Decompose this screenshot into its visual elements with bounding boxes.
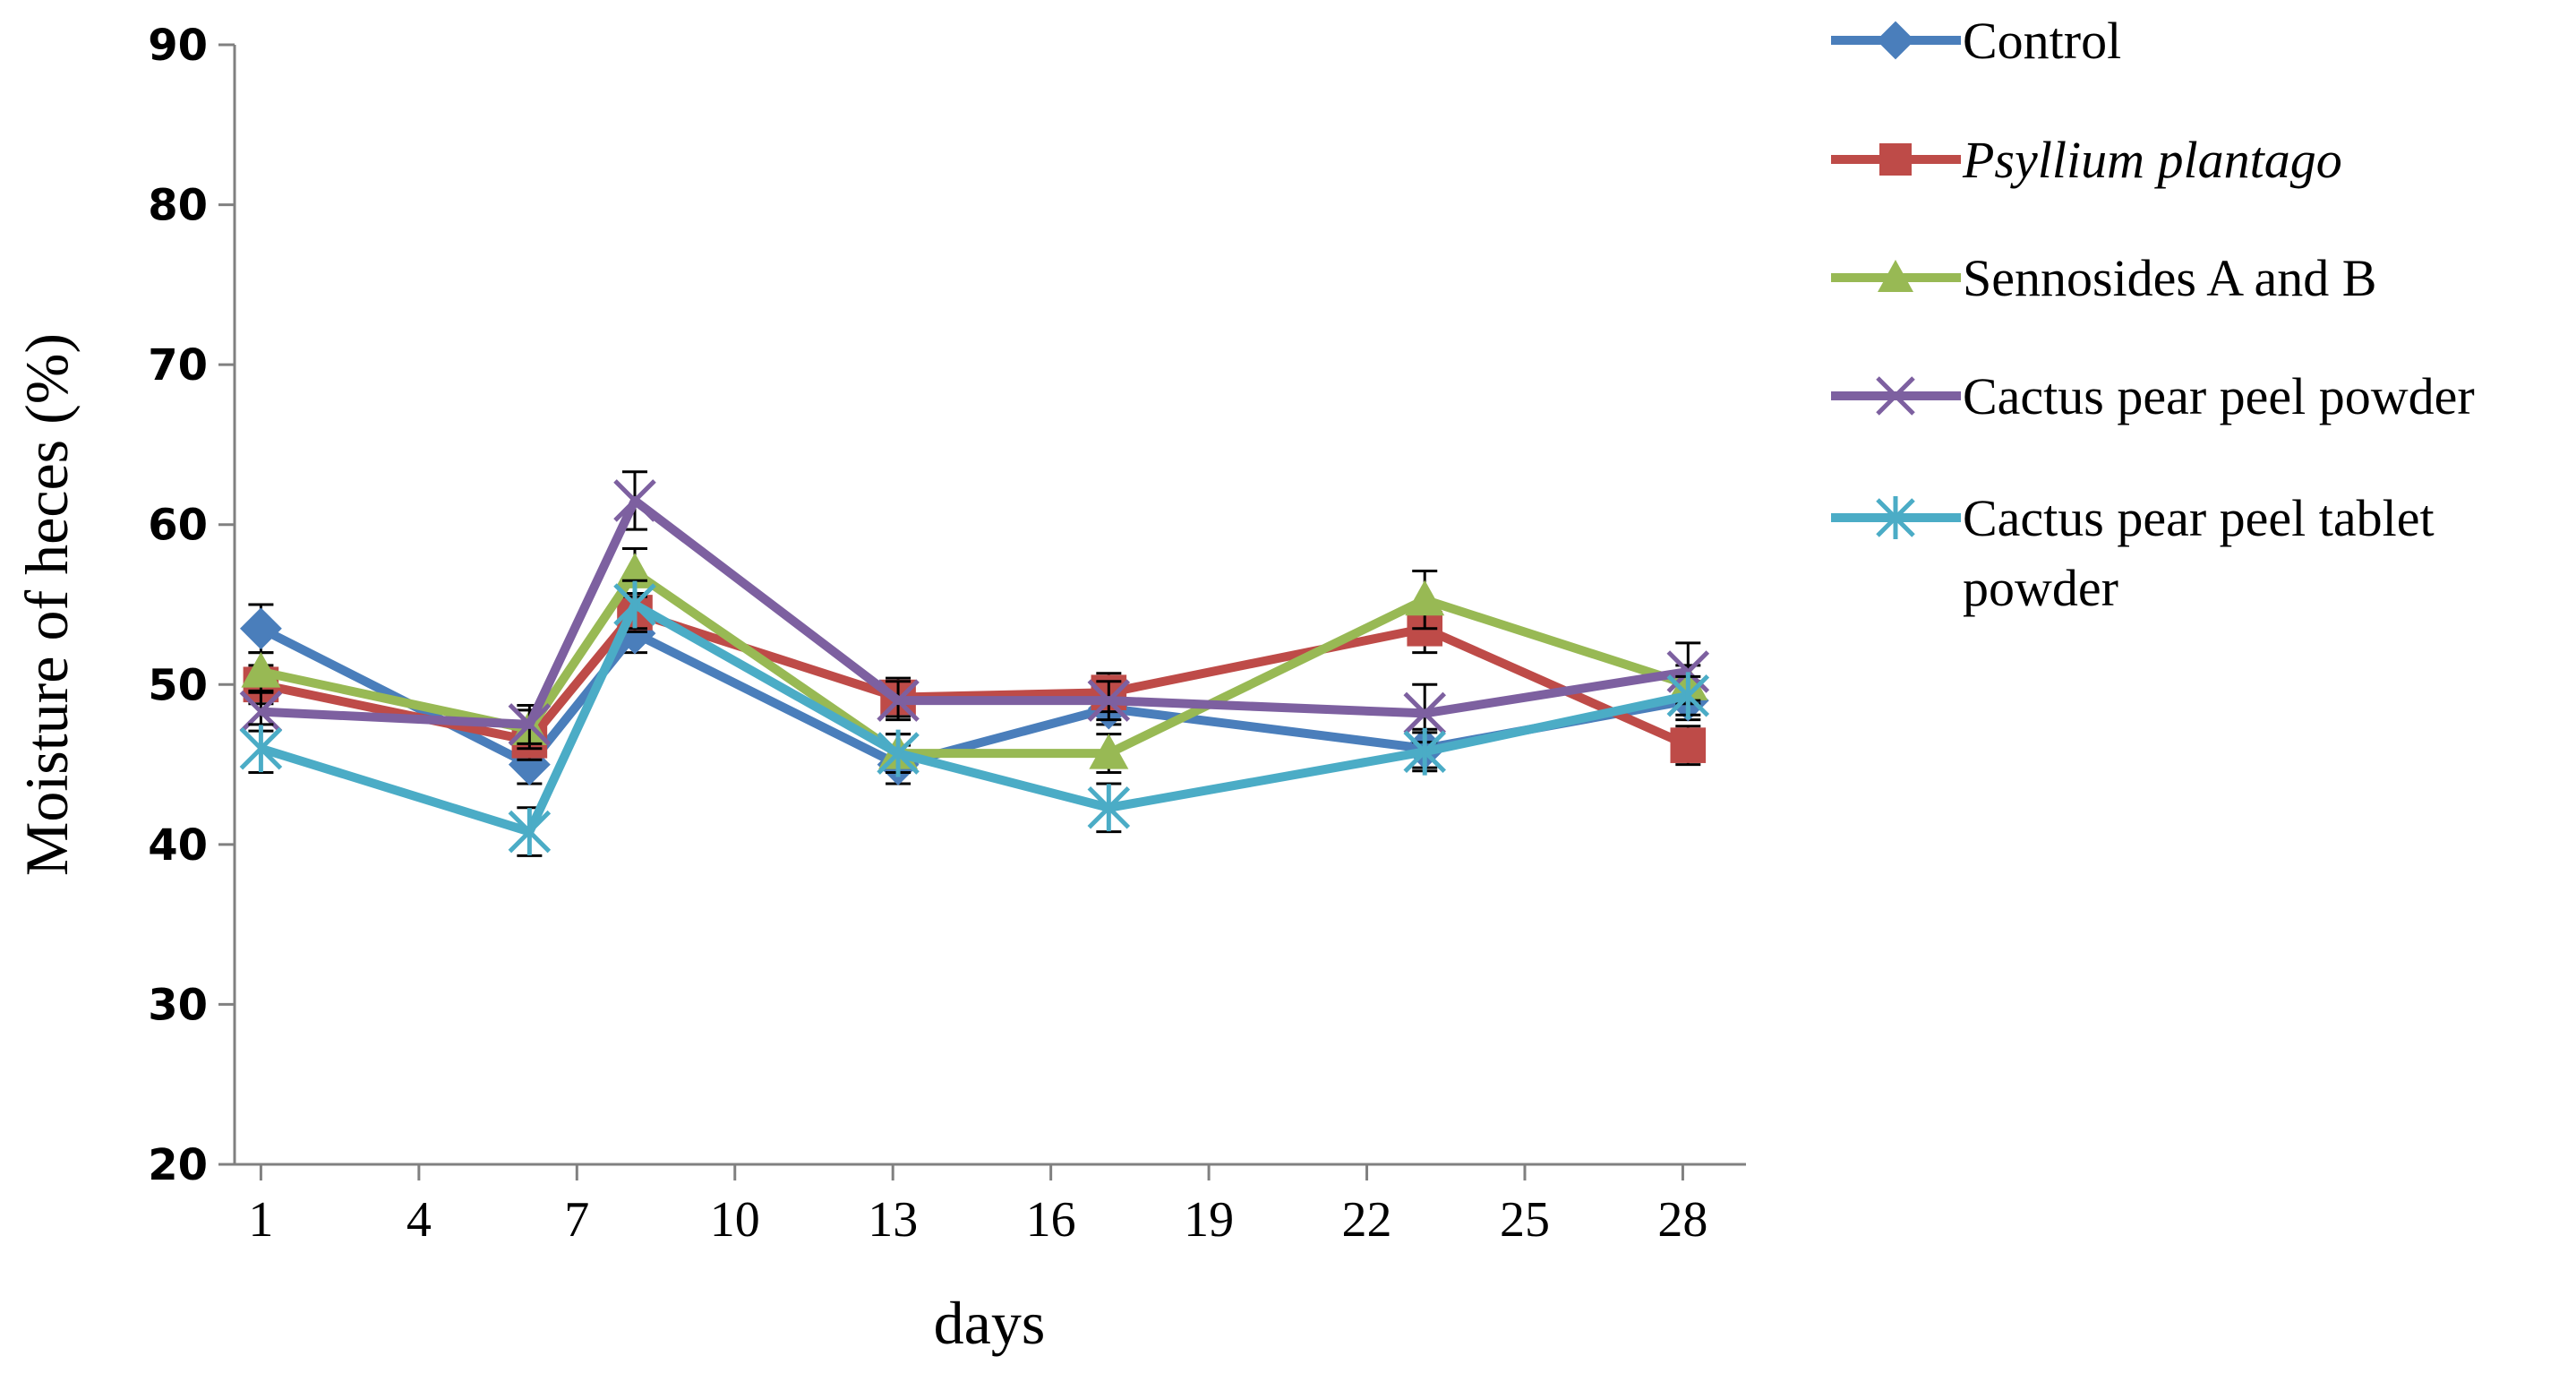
data-point [613,479,656,522]
data-point [1666,672,1710,720]
y-tick-label: 40 [148,820,208,871]
x-tick-label: 13 [868,1192,918,1248]
data-point [1403,691,1446,735]
x-tick-label: 28 [1657,1192,1707,1248]
data-point [1670,727,1707,763]
data-point-stroke [239,690,283,734]
legend-swatch-marker [1876,496,1915,539]
data-point-stroke [1403,691,1446,735]
data-point [1405,579,1445,616]
y-tick-label: 60 [148,501,208,551]
data-point-stroke [508,703,552,746]
legend-label: powder [1963,559,2118,617]
legend-label: Psyllium plantago [1962,131,2342,189]
series-3 [239,470,1710,746]
x-tick-label: 1 [248,1192,273,1248]
x-tick-label: 22 [1342,1192,1392,1248]
data-point-stroke [1087,679,1131,722]
legend-item-4: Cactus pear peel tablet powder [1831,489,2435,617]
data-point [1089,734,1129,769]
data-point [1087,784,1131,832]
data-point [1087,679,1131,722]
x-tick-label: 19 [1184,1192,1234,1248]
y-tick-label: 80 [148,181,208,231]
data-point [877,729,920,777]
legend-item-0: Control [1831,12,2121,70]
x-tick-label: 25 [1500,1192,1550,1248]
data-point [1403,727,1446,776]
legend-item-1: Psyllium plantago [1831,131,2342,189]
x-tick-label: 10 [710,1192,760,1248]
x-axis-title: days [934,1289,1046,1357]
data-point [613,580,656,629]
data-point [239,690,283,734]
data-point [239,607,282,650]
legend-label: Cactus pear peel tablet [1963,489,2435,547]
data-point-stroke [613,479,656,522]
y-tick-label: 30 [148,980,208,1030]
y-tick-label: 50 [148,660,208,710]
data-point [239,725,283,773]
data-point [877,679,920,722]
series-layer [239,470,1710,857]
legend-item-2: Sennosides A and B [1831,249,2376,307]
legend-swatch-marker [1879,143,1912,176]
x-tick-label: 16 [1026,1192,1076,1248]
data-point [508,808,552,855]
legend-item-3: Cactus pear peel powder [1831,367,2475,425]
legend-label: Sennosides A and B [1963,249,2376,307]
data-point [241,652,281,688]
legend-label: Cactus pear peel powder [1963,367,2475,425]
y-tick-label: 70 [148,340,208,391]
axes: 20 30 40 50 60 70 80 90 1 4 7 10 13 16 19 22 25 28 [148,21,1746,1248]
legend-swatch-marker [1876,21,1915,60]
legend-swatch-marker [1876,376,1915,416]
legend-swatch-marker [1878,260,1913,292]
legend: Control Psyllium plantago Sennosides A and… [1831,12,2475,617]
legend-swatch-marker-stroke [1876,376,1915,416]
legend-label: Control [1963,12,2121,70]
data-point [508,703,552,746]
y-axis-title: Moisture of heces (%) [13,333,81,876]
y-tick-label: 90 [148,21,208,71]
y-tick-label: 20 [148,1140,208,1190]
series-4 [239,579,1710,857]
data-point-stroke [877,679,920,722]
x-tick-label: 4 [407,1192,432,1248]
x-tick-label: 7 [564,1192,589,1248]
